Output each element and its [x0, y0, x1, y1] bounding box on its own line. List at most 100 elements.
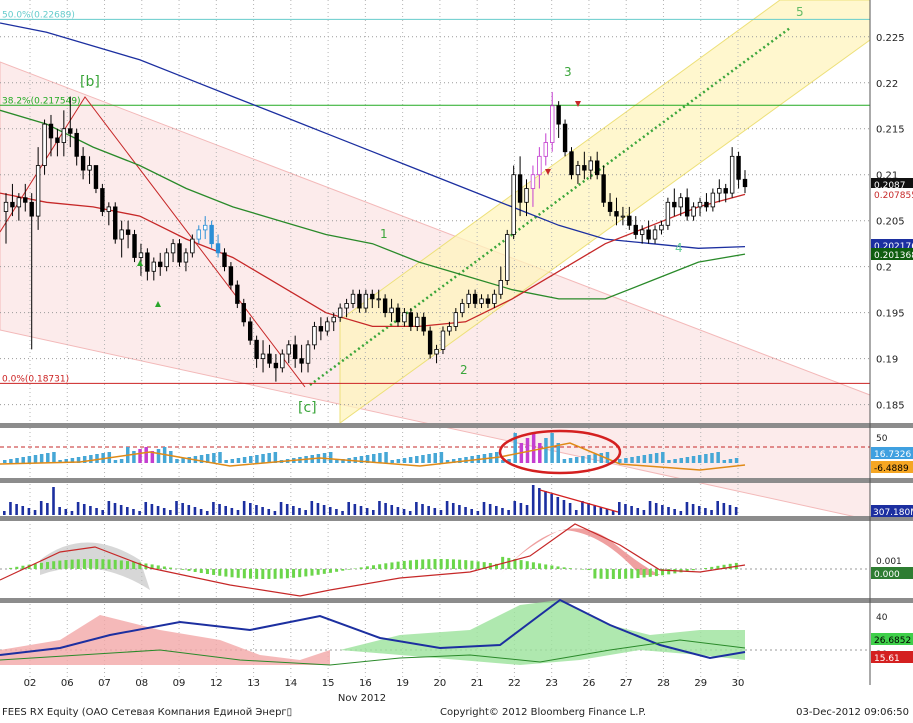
- macd-histogram-bar: [187, 569, 191, 571]
- candle-body: [190, 238, 195, 254]
- rsi-bar: [230, 459, 235, 463]
- volume-bar: [378, 501, 381, 515]
- rsi-bar: [205, 454, 210, 463]
- rsi-bar: [46, 453, 50, 463]
- rsi-signal-line: [0, 442, 746, 471]
- rsi-bar: [39, 454, 44, 463]
- volume-bar: [697, 506, 701, 515]
- dmi-value: 26.6852: [874, 636, 911, 646]
- rsi-bar: [273, 452, 278, 463]
- rsi-bar: [507, 459, 511, 463]
- volume-bar: [722, 503, 726, 515]
- macd-cloud: [500, 528, 660, 575]
- price-value-box: [871, 248, 913, 260]
- highlight-ellipse: [498, 429, 622, 475]
- volume-bar: [390, 505, 394, 515]
- volume-bar: [156, 506, 160, 515]
- macd-histogram-bar: [365, 566, 369, 569]
- candle-body: [684, 197, 690, 217]
- candle-body: [286, 344, 291, 355]
- macd-histogram-bar: [611, 569, 615, 579]
- rsi-bar: [132, 451, 136, 463]
- rsi-bar: [359, 456, 364, 463]
- rsi-bar: [224, 460, 228, 463]
- candle-body: [472, 293, 478, 304]
- candle-body: [331, 316, 336, 323]
- rsi-bar: [525, 438, 530, 463]
- candle-body: [447, 326, 452, 332]
- macd-cloud: [40, 542, 150, 590]
- macd-histogram-bar: [70, 559, 74, 569]
- volume-bar: [531, 485, 535, 515]
- macd-histogram-bar: [624, 569, 628, 579]
- rsi-bar: [464, 457, 468, 463]
- candle-body: [74, 132, 79, 157]
- macd-histogram-bar: [15, 566, 19, 569]
- rsi-bar: [593, 454, 597, 463]
- rsi-bar: [421, 455, 425, 463]
- volume-bar: [52, 487, 55, 515]
- price-value-label: 0.207855: [874, 191, 913, 201]
- macd-histogram-bar: [470, 560, 474, 569]
- volume-bar: [132, 509, 135, 515]
- volume-bar: [193, 507, 197, 515]
- rsi-bar: [341, 459, 345, 463]
- volume-bar: [169, 510, 172, 515]
- macd-histogram-bar: [445, 559, 449, 569]
- rsi-bar: [113, 460, 118, 463]
- rsi-axis-label: 50: [876, 434, 888, 444]
- candle-body: [151, 261, 156, 272]
- volume-bar: [101, 510, 104, 515]
- macd-value: 0.001: [876, 557, 902, 567]
- volume-bar: [661, 505, 664, 515]
- candle-body: [3, 201, 9, 212]
- rsi-bar: [427, 454, 431, 463]
- rsi-bar: [501, 460, 505, 463]
- volume-bar: [704, 508, 707, 515]
- macd-histogram-bar: [107, 559, 111, 569]
- candle-body: [569, 151, 574, 176]
- volume-bar: [544, 491, 547, 515]
- candle-body: [646, 229, 651, 240]
- candle-body: [337, 307, 343, 318]
- volume-bar: [667, 507, 670, 515]
- candle-body: [440, 330, 446, 350]
- panel-separator: [0, 423, 913, 428]
- candle-body: [93, 165, 99, 189]
- volume-bar: [716, 501, 719, 515]
- rsi-bar: [390, 460, 394, 463]
- wave-label: 5: [796, 5, 804, 19]
- candle-body: [55, 137, 60, 143]
- macd-histogram-bar: [568, 568, 572, 569]
- volume-bar: [439, 510, 443, 515]
- rsi-bar: [144, 447, 148, 463]
- macd-histogram-bar: [298, 569, 302, 578]
- rsi-bar: [630, 457, 634, 463]
- volume-bar: [728, 505, 732, 515]
- candle-body: [543, 142, 548, 157]
- candle-body: [652, 229, 658, 240]
- rsi-bar: [402, 458, 407, 463]
- volume-bar: [710, 510, 713, 515]
- macd-histogram-bar: [728, 563, 732, 569]
- volume-bar: [113, 503, 117, 515]
- rsi-bar: [445, 460, 450, 463]
- candle-body: [697, 201, 703, 208]
- rsi-bar: [82, 456, 87, 463]
- macd-histogram-bar: [279, 569, 283, 579]
- volume-bar: [734, 507, 738, 515]
- candle-body: [209, 224, 214, 245]
- candle-body: [691, 206, 696, 217]
- volume-bar: [636, 508, 640, 515]
- candle-body: [203, 224, 208, 231]
- rsi-bar: [568, 458, 573, 463]
- volume-bar: [691, 504, 695, 515]
- volume-bar: [599, 507, 603, 515]
- volume-value-box: [871, 505, 913, 517]
- candle-body: [415, 316, 420, 327]
- candle-body: [492, 293, 497, 304]
- macd-histogram-bar: [630, 569, 634, 579]
- candle-body: [607, 201, 613, 212]
- rsi-bar: [169, 451, 173, 463]
- macd-histogram-bar: [691, 569, 695, 571]
